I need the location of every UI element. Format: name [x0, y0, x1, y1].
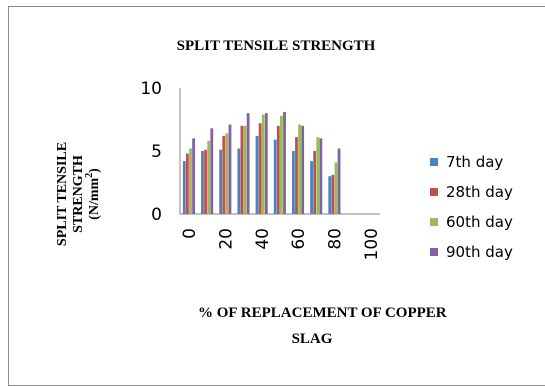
- x-tick-label: 20: [217, 228, 237, 250]
- bar: [280, 115, 283, 214]
- bar: [273, 139, 277, 214]
- bar: [222, 135, 226, 214]
- y-tick-label: 0: [151, 205, 162, 225]
- bar: [298, 124, 301, 214]
- x-tick-label: 0: [180, 228, 200, 239]
- legend-label: 90th day: [446, 243, 513, 261]
- y-tick-labels: 0 5 10: [140, 79, 162, 225]
- bar: [243, 125, 247, 214]
- bars: [182, 111, 341, 214]
- bar: [319, 138, 323, 214]
- bar: [201, 151, 204, 214]
- legend-swatch: [430, 218, 438, 226]
- bar: [246, 113, 250, 214]
- bar: [295, 137, 298, 214]
- bar: [264, 113, 268, 214]
- bar: [192, 138, 195, 214]
- legend-label: 7th day: [446, 153, 503, 171]
- x-tick-label: 60: [289, 228, 309, 250]
- bar: [316, 137, 320, 214]
- y-axis-title-line3: (N/mm2): [84, 168, 102, 220]
- y-axis-title: SPLIT TENSILE STRENGTH (N/mm2): [55, 142, 102, 246]
- bar: [207, 140, 211, 214]
- legend-swatch: [430, 188, 438, 196]
- x-axis-title-line1: % OF REPLACEMENT OF COPPER: [198, 305, 447, 321]
- bar: [328, 176, 332, 214]
- bar: [204, 149, 207, 214]
- legend-swatch: [430, 158, 438, 166]
- bar: [276, 125, 280, 214]
- y-axis-title-line2: STRENGTH: [71, 155, 86, 233]
- bar: [210, 128, 214, 214]
- bar: [182, 161, 186, 214]
- bar: [240, 125, 244, 214]
- y-tick-label: 5: [151, 142, 162, 162]
- bar: [189, 148, 192, 214]
- bar: [255, 135, 259, 214]
- bar: [237, 148, 241, 214]
- bar: [283, 111, 286, 214]
- x-tick-label: 80: [326, 228, 346, 250]
- bar: [331, 174, 335, 214]
- x-tick-label: 40: [253, 228, 273, 250]
- bar: [310, 161, 313, 214]
- bar: [301, 125, 305, 214]
- y-axis-title-line1: SPLIT TENSILE: [55, 142, 70, 246]
- legend-swatch: [430, 248, 438, 256]
- bar: [219, 149, 223, 214]
- bar: [261, 114, 265, 214]
- legend: 7th day 28th day 60th day 90th day: [430, 153, 513, 261]
- x-tick-label: 100: [362, 228, 382, 260]
- y-tick-label: 10: [140, 79, 162, 99]
- bar: [258, 123, 262, 214]
- chart-title: SPLIT TENSILE STRENGTH: [177, 38, 376, 54]
- bar: [337, 148, 341, 214]
- chart-svg: SPLIT TENSILE STRENGTH SPLIT TENSILE STR…: [55, 38, 513, 347]
- x-tick-labels: 0 20 40 60 80 100: [180, 228, 382, 260]
- legend-label: 28th day: [446, 183, 513, 201]
- x-axis-title-line2: SLAG: [292, 331, 333, 347]
- bar: [228, 124, 232, 214]
- legend-label: 60th day: [446, 213, 513, 231]
- bar: [185, 153, 189, 214]
- bar: [225, 133, 229, 214]
- bar: [313, 151, 317, 214]
- bar: [334, 162, 338, 214]
- bar: [291, 151, 295, 214]
